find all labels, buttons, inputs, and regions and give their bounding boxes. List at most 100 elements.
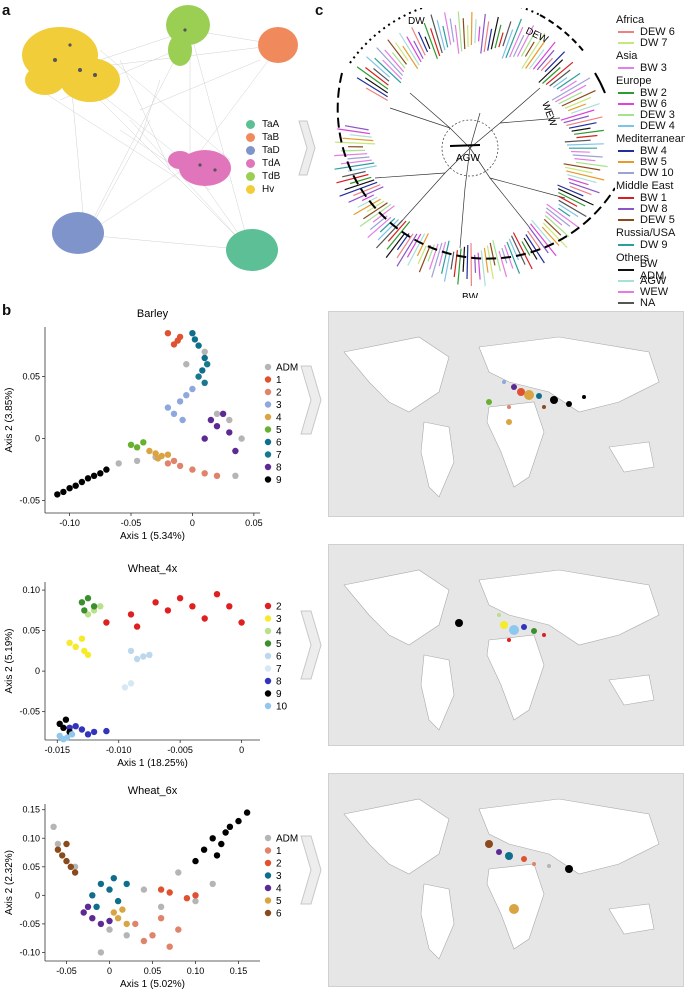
tree-tip	[365, 87, 389, 102]
y-tick-label: -0.05	[19, 919, 40, 929]
network-graph	[22, 5, 298, 271]
data-point	[63, 857, 70, 865]
data-point	[213, 852, 221, 859]
data-point	[226, 603, 233, 610]
legend-dot	[264, 640, 272, 647]
data-point	[72, 643, 79, 650]
data-point	[67, 863, 75, 870]
data-point	[183, 392, 190, 399]
legend-swatch	[618, 91, 634, 94]
legend-dot	[264, 884, 272, 892]
tree-tip	[454, 24, 460, 54]
tree-tip	[574, 129, 604, 135]
tree-tip	[489, 242, 496, 266]
data-point	[157, 915, 165, 922]
data-point	[78, 726, 86, 733]
tree-tip	[374, 57, 402, 84]
data-point	[81, 647, 88, 655]
data-point	[50, 823, 57, 830]
data-point	[164, 451, 172, 458]
legend-dot	[264, 376, 272, 383]
legend-label: DEW 6	[640, 25, 675, 38]
data-point	[132, 920, 139, 928]
data-point	[127, 611, 135, 618]
tree-tip	[470, 11, 473, 46]
tree-tip	[417, 31, 429, 53]
tree-tip	[571, 127, 591, 132]
legend-dot	[264, 615, 272, 622]
data-point	[204, 361, 211, 368]
tree-tip	[366, 56, 391, 78]
tree-tip	[571, 103, 600, 114]
data-point	[189, 466, 196, 473]
tree-tip	[337, 128, 371, 135]
data-point	[62, 716, 70, 723]
tree-tip	[349, 176, 372, 185]
data-point	[66, 639, 73, 646]
y-tick-label: 0.10	[22, 585, 40, 595]
tree-tip	[558, 91, 583, 105]
tree-tip	[555, 84, 587, 103]
tree-tip	[567, 174, 597, 184]
legend-dot	[264, 834, 272, 842]
legend-swatch	[618, 30, 634, 33]
legend-label: TaB	[262, 132, 280, 143]
legend-dot	[264, 702, 272, 710]
tree-tip	[487, 28, 493, 51]
tree-tip	[429, 243, 439, 270]
data-point	[140, 653, 147, 660]
legend-dot	[264, 463, 272, 471]
y-axis-label: Axis 2 (3.85%)	[4, 387, 15, 452]
data-point	[192, 892, 199, 899]
data-point	[164, 330, 172, 337]
legend-label: 5	[276, 425, 282, 436]
tree-tip	[546, 203, 579, 228]
data-point	[60, 724, 67, 731]
legend-dot	[264, 438, 272, 446]
tree-tip	[375, 219, 403, 249]
tree-tip	[525, 234, 545, 264]
x-tick-label: -0.015	[45, 745, 71, 755]
data-point	[201, 379, 208, 386]
legend-label: 2	[276, 388, 282, 399]
data-point	[97, 949, 105, 956]
tree-tip	[568, 177, 589, 186]
data-point	[176, 462, 184, 470]
data-point	[238, 435, 245, 442]
legend-label: Hv	[262, 184, 275, 195]
y-tick-label: 0.05	[22, 372, 40, 382]
tree-tip	[567, 103, 587, 112]
tree-tip	[430, 14, 443, 54]
tree-tip	[575, 161, 608, 168]
legend-swatch	[618, 149, 634, 152]
data-point	[235, 817, 242, 825]
tree-tip	[387, 220, 407, 242]
tree-tip	[462, 246, 466, 272]
y-axis-label: Axis 2 (5.19%)	[4, 628, 15, 693]
legend-dot	[264, 476, 272, 483]
legend-label: 9	[276, 689, 282, 700]
data-point	[133, 655, 141, 663]
tree-tip	[483, 21, 490, 53]
tree-tip	[558, 203, 579, 218]
data-point	[78, 478, 86, 486]
tree-tip	[551, 77, 591, 101]
tree-tip	[566, 116, 603, 126]
tree-legend-item: DW 10	[616, 167, 684, 179]
data-point	[114, 897, 122, 905]
data-point	[238, 619, 245, 626]
data-point	[222, 829, 229, 836]
tree-tip	[413, 40, 424, 59]
data-point	[106, 917, 113, 925]
data-point	[54, 491, 61, 498]
tree-tip	[384, 49, 405, 73]
tree-tip	[544, 51, 566, 73]
data-point	[127, 647, 135, 655]
data-point	[72, 723, 79, 730]
legend-swatch	[618, 196, 634, 199]
data-point	[226, 416, 233, 424]
tree-legend-item: DW 8	[616, 203, 684, 215]
legend-dot	[264, 872, 272, 879]
y-tick-label: 0.15	[22, 805, 40, 815]
tree-tip	[492, 240, 502, 272]
